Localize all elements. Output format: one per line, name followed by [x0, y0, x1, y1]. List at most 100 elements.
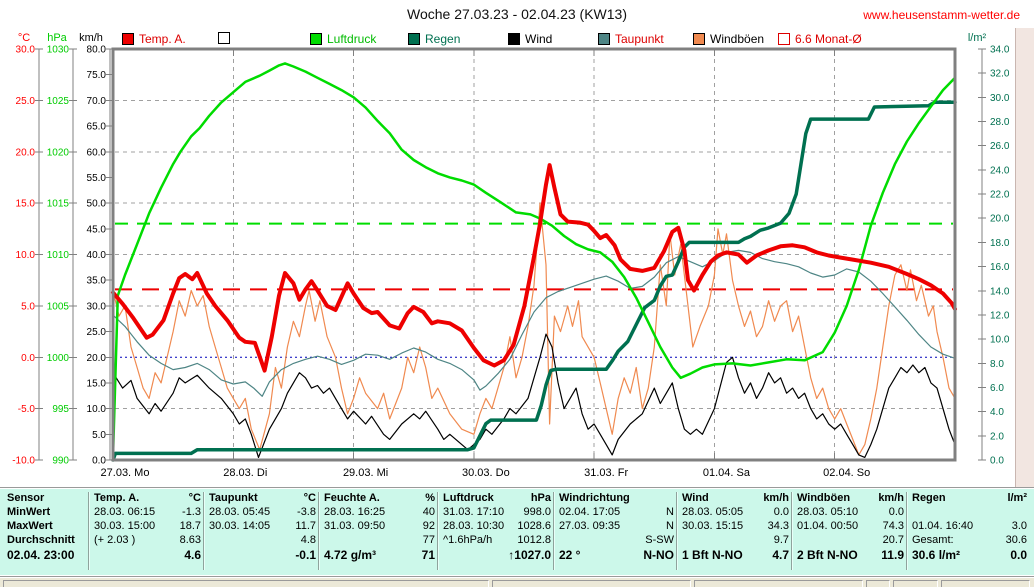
- table-cell-value: 34.3: [767, 520, 789, 532]
- table-cell-value: 9.7: [773, 534, 789, 546]
- table-cell-value: °C: [303, 492, 316, 504]
- x-axis-label: 27.03. Mo: [101, 467, 150, 479]
- legend-swatch-icon: [598, 33, 610, 45]
- table-column-divider: [791, 492, 793, 570]
- table-row: 1 Bft N-NO 4.7: [680, 548, 791, 562]
- table-row: 28.03. 05:10 0.0: [795, 505, 906, 519]
- table-cell: 30.03. 15:15: [682, 520, 744, 532]
- table-cell-value: 3.0: [1011, 520, 1027, 532]
- table-cell: Durchschnitt: [7, 534, 75, 546]
- table-cell: 1 Bft N-NO: [682, 548, 743, 562]
- table-row: [910, 505, 1029, 519]
- wind-tick-label: 40.0: [87, 250, 107, 261]
- table-cell: 28.03. 16:25: [324, 506, 386, 518]
- table-column-divider: [318, 492, 320, 570]
- table-column-divider: [553, 492, 555, 570]
- table-column-Regen: Regen l/m² 01.04. 16:40 3.0 Gesamt: 30.6 30.6 …: [910, 489, 1029, 575]
- wind-tick-label: 5.0: [92, 430, 106, 441]
- table-column-divider: [437, 492, 439, 570]
- table-row: 28.03. 16:25 40: [322, 505, 437, 519]
- legend-swatch-icon: [408, 33, 420, 45]
- table-cell: 4.72 g/m³: [324, 548, 377, 562]
- table-cell: Gesamt:: [912, 534, 954, 546]
- table-cell-value: 20.7: [882, 534, 904, 546]
- table-cell: 02.04. 17:05: [559, 506, 621, 518]
- table-cell-value: 77: [422, 534, 435, 546]
- wind-tick-label: 20.0: [87, 353, 107, 364]
- status-bar-segment: [694, 580, 863, 587]
- wind-tick-label: 15.0: [87, 378, 107, 389]
- table-cell: 22 °: [559, 548, 581, 562]
- legend-swatch-icon: [218, 32, 230, 44]
- series-Wind: [112, 333, 956, 458]
- table-cell-value: S-SW: [645, 534, 674, 546]
- temp-tick-label: 15.0: [16, 199, 36, 210]
- table-cell-value: km/h: [878, 492, 904, 504]
- legend-label: Luftdruck: [327, 32, 377, 46]
- wind-tick-label: 35.0: [87, 276, 107, 287]
- table-row: 28.03. 05:05 0.0: [680, 505, 791, 519]
- table-cell: Luftdruck: [443, 492, 494, 504]
- wind-tick-label: 75.0: [87, 70, 107, 81]
- table-row: Luftdruck hPa: [441, 491, 553, 505]
- table-cell: Taupunkt: [209, 492, 258, 504]
- series-Taupunkt: [112, 249, 956, 397]
- x-axis-label: 02.04. So: [823, 467, 870, 479]
- temp-tick-label: 20.0: [16, 147, 36, 158]
- legend-swatch-icon: [310, 33, 322, 45]
- table-cell: MinWert: [7, 506, 51, 518]
- x-axis-label: 28.03. Di: [223, 467, 267, 479]
- table-cell: 28.03. 05:05: [682, 506, 744, 518]
- x-axis-label: 01.04. Sa: [703, 467, 751, 479]
- wind-axis-unit: km/h: [79, 32, 103, 44]
- table-cell: 28.03. 05:45: [209, 506, 271, 518]
- table-cell: 30.6 l/m²: [912, 548, 961, 562]
- table-column-divider: [203, 492, 205, 570]
- table-row: ↑1027.0: [441, 548, 553, 562]
- legend-label: Taupunkt: [615, 32, 664, 46]
- temp-tick-label: -10.0: [12, 456, 35, 467]
- table-cell-value: 30.6: [1005, 534, 1027, 546]
- legend-item-6.6 Monat-Ø: 6.6 Monat-Ø: [778, 32, 862, 46]
- table-status-separator: [0, 576, 1034, 578]
- pressure-tick-label: 1005: [47, 301, 70, 312]
- legend-label: Regen: [425, 32, 461, 46]
- legend-swatch-icon: [508, 33, 520, 45]
- legend-item-Luftdruck: Luftdruck: [310, 32, 376, 46]
- table-row: Regen l/m²: [910, 491, 1029, 505]
- wind-tick-label: 0.0: [92, 456, 106, 467]
- rain-tick-label: 10.0: [990, 335, 1010, 346]
- status-bar-segment: [893, 580, 938, 587]
- sensor-summary-table: Sensor MinWert MaxWert Durchschnitt 02.04. 2…: [0, 489, 1034, 575]
- status-bar-segment: [941, 580, 1030, 587]
- chart-table-separator: [0, 487, 1034, 489]
- table-row: Wind km/h: [680, 491, 791, 505]
- legend-item-Taupunkt: Taupunkt: [598, 32, 664, 46]
- rain-tick-label: 4.0: [990, 407, 1004, 418]
- table-column-Luftdruck: Luftdruck hPa 31.03. 17:10 998.0 28.03. 10:3…: [441, 489, 553, 575]
- table-row: 28.03. 10:30 1028.6: [441, 519, 553, 533]
- legend-swatch-icon: [693, 33, 705, 45]
- window-edge-strip: [1015, 28, 1034, 487]
- pressure-tick-label: 1015: [47, 199, 70, 210]
- site-link[interactable]: www.heusenstamm-wetter.de: [863, 8, 1020, 22]
- table-cell: 28.03. 06:15: [94, 506, 156, 518]
- table-row: Durchschnitt: [5, 533, 88, 547]
- table-cell: 2 Bft N-NO: [797, 548, 858, 562]
- table-row: Windböen km/h: [795, 491, 906, 505]
- table-row: 31.03. 17:10 998.0: [441, 505, 553, 519]
- rain-tick-label: 2.0: [990, 431, 1004, 442]
- table-cell: 30.03. 15:00: [94, 520, 156, 532]
- table-row: 30.03. 14:05 11.7: [207, 519, 318, 533]
- table-cell: 31.03. 09:50: [324, 520, 386, 532]
- table-row: 4.8: [207, 533, 318, 547]
- table-row: MinWert: [5, 505, 88, 519]
- status-bar-segment: [866, 580, 890, 587]
- wind-tick-label: 55.0: [87, 173, 107, 184]
- rain-tick-label: 18.0: [990, 238, 1010, 249]
- table-cell: 27.03. 09:35: [559, 520, 621, 532]
- rain-tick-label: 6.0: [990, 383, 1004, 394]
- temp-tick-label: 0.0: [21, 353, 35, 364]
- table-cell-value: %: [425, 492, 435, 504]
